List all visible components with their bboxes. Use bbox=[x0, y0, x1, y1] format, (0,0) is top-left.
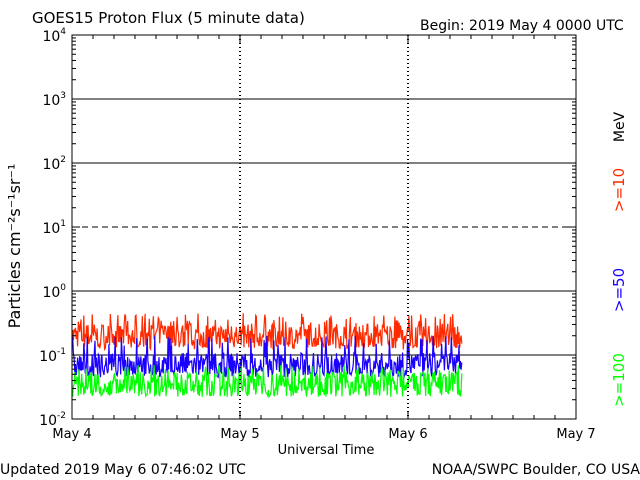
y-tick-label: 104 bbox=[42, 27, 66, 45]
threshold-lines bbox=[72, 98, 576, 356]
legend-entry: >=10 bbox=[610, 168, 628, 212]
chart-title: GOES15 Proton Flux (5 minute data) bbox=[32, 9, 305, 27]
series-line bbox=[71, 364, 463, 399]
credit-label: NOAA/SWPC Boulder, CO USA bbox=[432, 462, 640, 478]
energy-unit-label: MeV bbox=[612, 111, 628, 142]
legend-entry: >=50 bbox=[610, 268, 628, 312]
x-axis-label: Universal Time bbox=[278, 443, 375, 458]
legend-entry: >=100 bbox=[610, 353, 628, 407]
x-tick-labels: May 4 May 5 May 6 May 7 bbox=[52, 427, 595, 442]
y-tick-label: 10-1 bbox=[39, 347, 66, 365]
y-tick-label: 102 bbox=[42, 155, 66, 173]
series-line bbox=[71, 335, 463, 380]
y-axis-label: Particles cm⁻²s⁻¹sr⁻¹ bbox=[5, 164, 24, 329]
x-tick-label: May 7 bbox=[556, 427, 595, 442]
y-tick-labels: 10-2 10-1 100 101 102 103 104 bbox=[39, 27, 66, 429]
begin-time-label: Begin: 2019 May 4 0000 UTC bbox=[420, 18, 624, 34]
energy-legend: >=10 >=50 >=100 MeV bbox=[610, 111, 628, 406]
x-tick-label: May 5 bbox=[220, 427, 259, 442]
updated-timestamp: Updated 2019 May 6 07:46:02 UTC bbox=[0, 462, 246, 478]
plot-frame bbox=[71, 34, 577, 420]
y-tick-label: 101 bbox=[42, 219, 66, 237]
y-tick-label: 103 bbox=[42, 91, 66, 109]
y-tick-label: 10-2 bbox=[39, 411, 66, 429]
x-tick-label: May 4 bbox=[52, 427, 91, 442]
day-gridlines bbox=[239, 35, 409, 419]
series-layer bbox=[71, 313, 463, 399]
x-tick-label: May 6 bbox=[388, 427, 427, 442]
y-tick-label: 100 bbox=[42, 283, 66, 301]
